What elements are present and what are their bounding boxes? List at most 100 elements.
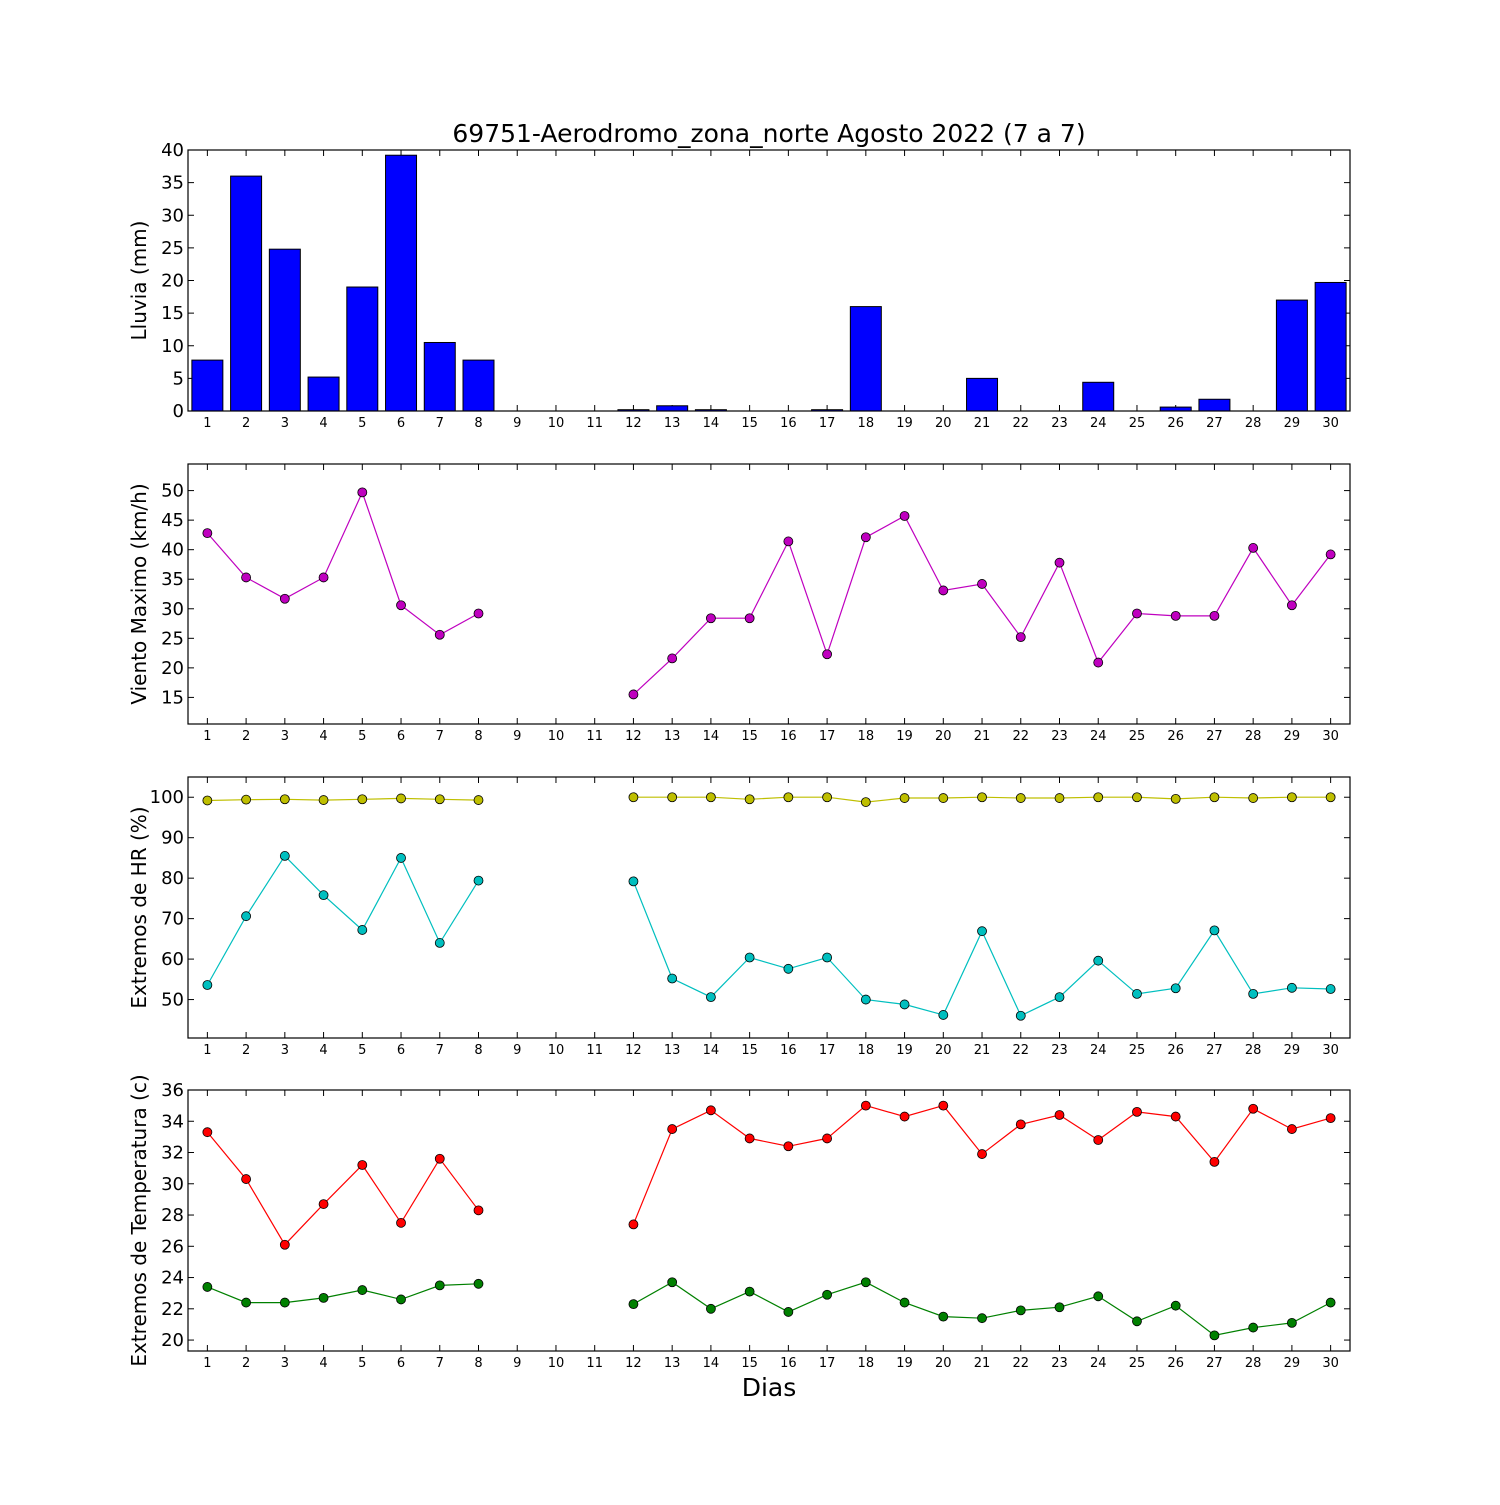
point-day-1 <box>202 528 213 539</box>
y-tick-label: 25 <box>161 238 184 259</box>
point-day-26 <box>1170 983 1181 994</box>
x-tick-label: 11 <box>586 416 603 431</box>
x-tick-label: 15 <box>741 1356 758 1371</box>
x-tick-label: 18 <box>858 416 875 431</box>
point-day-20 <box>938 1311 949 1322</box>
x-tick-label: 25 <box>1129 1356 1146 1371</box>
x-tick-label: 2 <box>242 729 250 744</box>
x-tick-label: 21 <box>974 1043 991 1058</box>
series-line <box>633 1281 1331 1337</box>
x-tick-label: 14 <box>703 1356 720 1371</box>
x-tick-label: 29 <box>1284 1043 1301 1058</box>
point-day-5 <box>357 487 368 498</box>
x-tick-label: 7 <box>436 1356 444 1371</box>
y-axis-label: Extremos de HR (%) <box>127 806 151 1008</box>
point-day-14 <box>706 992 716 1003</box>
point-day-4 <box>318 1292 329 1303</box>
x-tick-label: 30 <box>1322 416 1339 431</box>
point-day-18 <box>860 1100 871 1111</box>
point-day-16 <box>783 1307 794 1317</box>
x-tick-label: 23 <box>1051 1043 1068 1058</box>
x-tick-label: 9 <box>513 729 521 744</box>
series-line <box>632 515 1332 695</box>
point-day-23 <box>1054 1110 1065 1120</box>
x-tick-label: 18 <box>858 1356 875 1371</box>
series-line <box>207 1283 479 1304</box>
x-axis-label: Dias <box>742 1373 797 1402</box>
point-day-24 <box>1093 1291 1104 1302</box>
point-day-2 <box>241 911 252 922</box>
bar-day-2 <box>230 175 263 412</box>
point-day-30 <box>1325 549 1336 560</box>
point-day-17 <box>822 952 832 963</box>
y-tick-label: 50 <box>161 481 184 502</box>
x-tick-label: 3 <box>281 1356 289 1371</box>
point-day-5 <box>357 1160 368 1170</box>
point-day-8 <box>473 1278 484 1289</box>
y-tick-label: 20 <box>161 1330 184 1351</box>
point-day-24 <box>1093 792 1104 803</box>
point-day-12 <box>628 1219 639 1230</box>
x-tick-label: 23 <box>1051 416 1068 431</box>
point-day-12 <box>628 876 639 887</box>
x-tick-label: 9 <box>513 1356 521 1371</box>
point-day-30 <box>1325 1297 1336 1308</box>
bar-day-29 <box>1275 299 1308 412</box>
x-tick-label: 17 <box>819 729 836 744</box>
point-day-20 <box>938 793 949 803</box>
y-tick-label: 26 <box>161 1236 184 1257</box>
x-tick-label: 24 <box>1090 729 1107 744</box>
x-tick-label: 23 <box>1051 729 1068 744</box>
point-day-30 <box>1325 792 1336 803</box>
point-day-6 <box>396 853 406 863</box>
x-tick-label: 14 <box>703 729 720 744</box>
bar-day-21 <box>966 377 999 412</box>
point-day-29 <box>1287 1317 1297 1328</box>
x-tick-label: 19 <box>896 1043 913 1058</box>
x-tick-label: 30 <box>1322 1356 1339 1371</box>
x-tick-label: 27 <box>1206 416 1223 431</box>
y-tick-label: 28 <box>161 1205 184 1226</box>
y-axis-label: Extremos de Temperatura (c) <box>127 1074 151 1366</box>
point-day-16 <box>783 1141 794 1152</box>
x-tick-label: 5 <box>358 1356 366 1371</box>
point-day-19 <box>899 1297 910 1308</box>
point-day-3 <box>279 851 290 861</box>
point-day-29 <box>1287 792 1297 803</box>
point-day-6 <box>396 1217 406 1228</box>
point-day-15 <box>744 613 755 624</box>
x-tick-label: 17 <box>819 416 836 431</box>
y-tick-label: 32 <box>161 1143 184 1164</box>
point-day-19 <box>899 511 910 521</box>
point-day-28 <box>1248 988 1259 999</box>
y-tick-label: 30 <box>161 599 184 620</box>
x-tick-label: 28 <box>1245 1356 1262 1371</box>
x-tick-label: 1 <box>203 729 211 744</box>
point-day-29 <box>1287 1124 1297 1134</box>
point-day-21 <box>977 1313 987 1324</box>
point-day-17 <box>822 1289 832 1300</box>
point-day-18 <box>860 532 871 543</box>
point-day-27 <box>1209 792 1220 803</box>
x-tick-label: 14 <box>703 1043 720 1058</box>
x-tick-label: 7 <box>436 416 444 431</box>
point-day-13 <box>667 973 678 984</box>
x-tick-label: 2 <box>242 416 250 431</box>
point-day-20 <box>938 585 949 596</box>
point-day-5 <box>357 794 368 805</box>
point-day-6 <box>396 793 406 804</box>
bar-day-24 <box>1082 381 1115 412</box>
x-tick-label: 16 <box>780 729 797 744</box>
plot-frame <box>187 463 1351 725</box>
x-tick-label: 6 <box>397 1043 405 1058</box>
x-tick-label: 18 <box>858 1043 875 1058</box>
x-tick-label: 12 <box>625 416 642 431</box>
x-tick-label: 2 <box>242 1043 250 1058</box>
x-tick-label: 1 <box>203 416 211 431</box>
x-tick-label: 8 <box>474 1356 482 1371</box>
point-day-15 <box>744 1133 755 1144</box>
point-day-15 <box>744 952 755 963</box>
x-tick-label: 30 <box>1322 729 1339 744</box>
point-day-22 <box>1015 1119 1026 1130</box>
point-day-15 <box>744 794 755 805</box>
